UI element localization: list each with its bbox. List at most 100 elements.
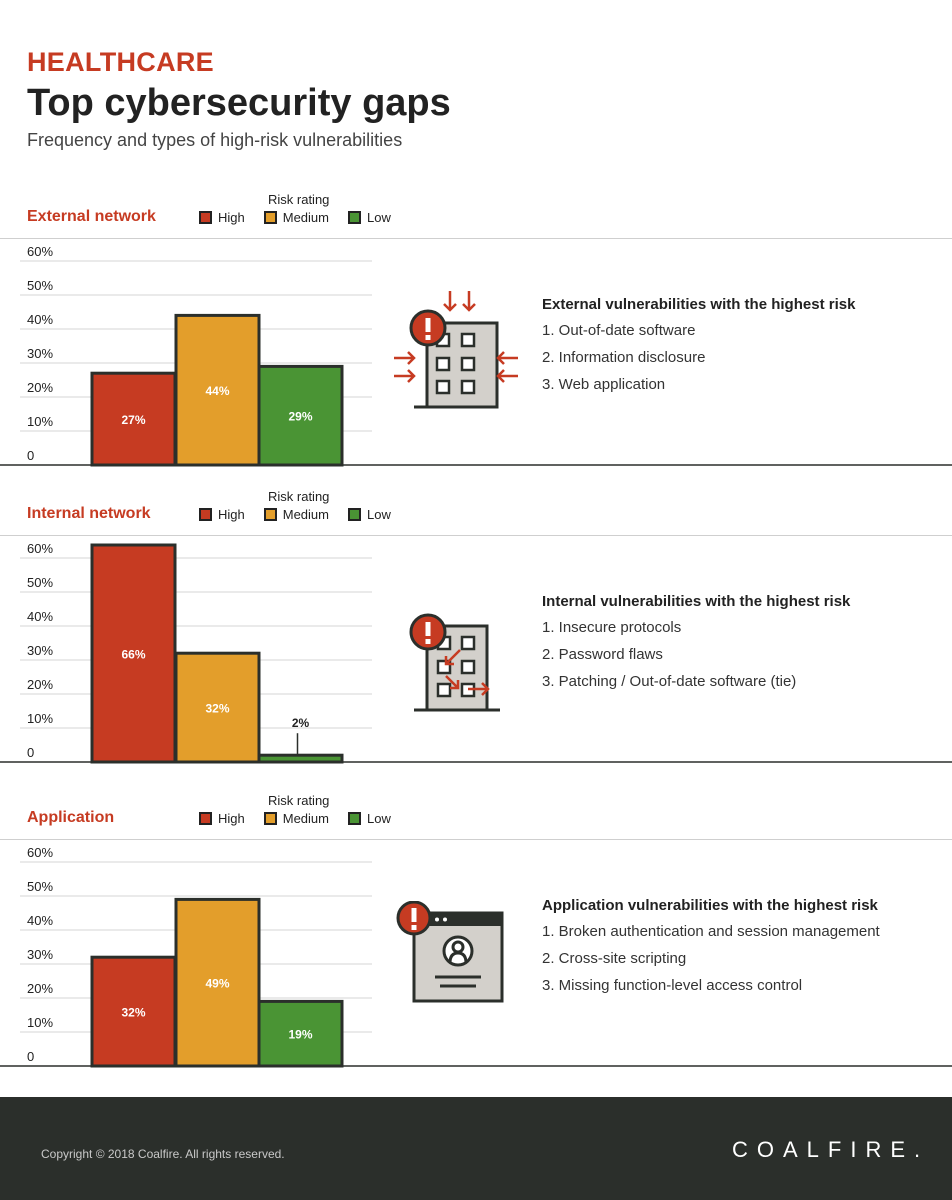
vulnerability-list: Application vulnerabilities with the hig… — [542, 897, 880, 1004]
legend-label: High — [218, 811, 245, 826]
section-title: Application — [27, 809, 115, 826]
y-tick-label: 0 — [27, 745, 34, 760]
page-subtitle: Frequency and types of high-risk vulnera… — [27, 130, 403, 150]
bar-low — [257, 753, 344, 764]
vulnerability-list: Internal vulnerabilities with the highes… — [542, 593, 850, 700]
page-title: Top cybersecurity gaps — [27, 82, 451, 124]
y-tick-label: 0 — [27, 448, 34, 463]
section-divider — [0, 535, 952, 536]
vulnerability-item: 2. Cross-site scripting — [542, 950, 687, 967]
bar-chart-external: 0 10% 20% 30% 40% 50% 60% 27% 44% 29% — [0, 244, 952, 467]
legend-heading: Risk rating — [268, 793, 330, 808]
bar-medium — [174, 651, 261, 764]
legend-swatch — [348, 211, 361, 224]
section-external-network: External network Risk rating High Medium… — [0, 192, 952, 490]
section-title: External network — [27, 208, 156, 225]
building-under-attack-icon — [394, 291, 518, 409]
vulnerability-list: External vulnerabilities with the highes… — [542, 296, 855, 403]
vulnerability-item: 2. Password flaws — [542, 646, 663, 663]
bar-value-label: 2% — [292, 716, 310, 730]
legend-item-medium: Medium — [263, 507, 329, 522]
legend-item-low: Low — [348, 811, 391, 826]
header: HEALTHCARE Top cybersecurity gaps Freque… — [27, 44, 451, 151]
legend-item-high: High — [199, 210, 245, 225]
bar-value-label: 49% — [205, 977, 229, 991]
y-tick-label: 40% — [27, 913, 53, 928]
vulnerability-item: 1. Insecure protocols — [542, 619, 682, 636]
bar-value-label: 32% — [205, 702, 229, 716]
y-tick-label: 30% — [27, 643, 53, 658]
section-title: Internal network — [27, 505, 151, 522]
y-tick-label: 60% — [27, 845, 53, 860]
bar-low — [257, 364, 344, 467]
vulnerability-item: 2. Information disclosure — [542, 349, 706, 366]
bar-medium — [174, 897, 261, 1068]
bar-value-label: 66% — [121, 648, 145, 662]
legend-swatch — [199, 211, 212, 224]
y-tick-label: 20% — [27, 981, 53, 996]
vulnerability-item: 3. Missing function-level access control — [542, 977, 803, 994]
vulnerability-list-title: Application vulnerabilities with the hig… — [542, 897, 878, 914]
y-tick-label: 40% — [27, 609, 53, 624]
legend-item-medium: Medium — [263, 811, 329, 826]
legend: High Medium Low — [199, 210, 410, 225]
y-tick-label: 30% — [27, 346, 53, 361]
legend-label: High — [218, 507, 245, 522]
y-tick-label: 40% — [27, 312, 53, 327]
section-divider — [0, 238, 952, 239]
bar-value-label: 27% — [121, 413, 145, 427]
coalfire-logo: COALFIRE. — [732, 1137, 930, 1162]
legend-item-low: Low — [348, 210, 391, 225]
legend-item-medium: Medium — [263, 210, 329, 225]
vulnerability-list-title: Internal vulnerabilities with the highes… — [542, 593, 851, 610]
vulnerability-item: 1. Broken authentication and session man… — [542, 923, 880, 940]
vulnerability-item: 3. Web application — [542, 376, 666, 393]
legend-item-high: High — [199, 811, 245, 826]
vulnerability-item: 3. Patching / Out-of-date software (tie) — [542, 673, 797, 690]
legend-item-high: High — [199, 507, 245, 522]
legend-heading: Risk rating — [268, 489, 330, 504]
y-tick-label: 10% — [27, 414, 53, 429]
app-window-user-icon — [396, 901, 504, 1003]
copyright: Copyright © 2018 Coalfire. All rights re… — [41, 1147, 285, 1161]
legend-heading: Risk rating — [268, 192, 330, 207]
section-internal-network: Internal network Risk rating High Medium… — [0, 489, 952, 787]
legend-swatch — [263, 211, 277, 224]
bar-low — [257, 999, 344, 1068]
y-tick-label: 20% — [27, 380, 53, 395]
y-tick-label: 20% — [27, 677, 53, 692]
y-tick-label: 0 — [27, 1049, 34, 1064]
y-tick-label: 10% — [27, 1015, 53, 1030]
legend-label: Medium — [282, 811, 329, 826]
footer: Copyright © 2018 Coalfire. All rights re… — [0, 1097, 952, 1200]
bar-chart-internal: 0 10% 20% 30% 40% 50% 60% 66% 32% 2% — [0, 541, 952, 764]
legend-swatch — [199, 812, 212, 825]
bar-medium — [174, 313, 261, 467]
y-tick-label: 60% — [27, 541, 53, 556]
y-tick-label: 50% — [27, 278, 53, 293]
bar-high — [90, 543, 177, 764]
legend-label: Medium — [282, 210, 329, 225]
legend-swatch — [348, 812, 361, 825]
vulnerability-item: 1. Out-of-date software — [542, 322, 696, 339]
eyebrow: HEALTHCARE — [27, 47, 214, 77]
legend-label: Low — [367, 811, 391, 826]
legend-label: Medium — [282, 507, 329, 522]
legend-swatch — [348, 508, 361, 521]
legend-label: High — [218, 210, 245, 225]
y-tick-label: 60% — [27, 244, 53, 259]
bar-high — [90, 371, 177, 467]
bar-value-label: 19% — [288, 1028, 312, 1042]
legend-swatch — [263, 812, 277, 825]
legend: High Medium Low — [199, 507, 410, 522]
section-divider — [0, 839, 952, 840]
section-application: Application Risk rating High Medium Low … — [0, 793, 952, 1091]
y-tick-label: 50% — [27, 575, 53, 590]
bar-value-label: 32% — [121, 1006, 145, 1020]
y-tick-label: 30% — [27, 947, 53, 962]
legend-label: Low — [367, 210, 391, 225]
vulnerability-list-title: External vulnerabilities with the highes… — [542, 296, 856, 313]
bar-chart-application: 0 10% 20% 30% 40% 50% 60% 32% 49% 19% — [0, 845, 952, 1068]
y-tick-label: 10% — [27, 711, 53, 726]
legend-label: Low — [367, 507, 391, 522]
